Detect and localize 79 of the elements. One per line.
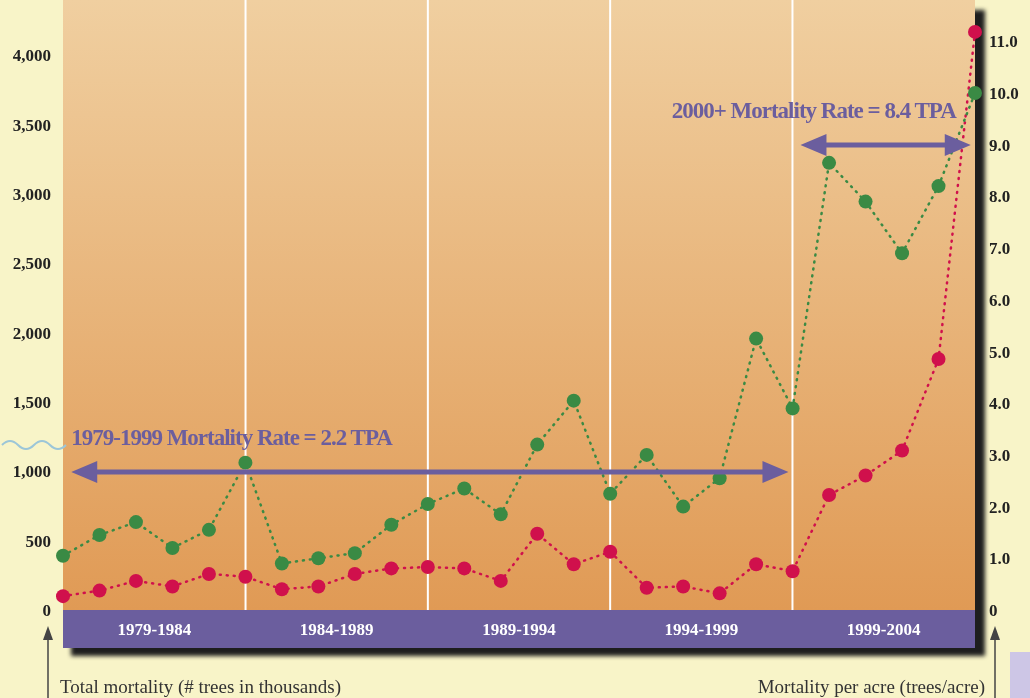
y2-tick-label: 8.0 xyxy=(989,187,1011,207)
y2-tick-label: 11.0 xyxy=(989,32,1018,52)
y-tick-label: 2,000 xyxy=(12,323,51,343)
point xyxy=(931,352,946,367)
y2-tick-label: 5.0 xyxy=(989,342,1011,362)
text: 1984-1989 xyxy=(299,620,374,639)
point xyxy=(56,548,70,563)
point xyxy=(56,589,70,604)
y2-tick-label: 4.0 xyxy=(989,394,1011,414)
y2-tick-label: 0 xyxy=(989,601,998,621)
point xyxy=(457,481,472,496)
y-tick-label: 1,500 xyxy=(12,393,51,413)
text: 1989-1994 xyxy=(482,620,557,639)
point xyxy=(676,579,691,594)
text: 1999-2004 xyxy=(846,620,921,639)
y-tick-label: 1,000 xyxy=(12,462,51,482)
point xyxy=(639,447,654,462)
y2-tick-label: 7.0 xyxy=(989,239,1011,259)
point xyxy=(457,561,472,576)
point xyxy=(931,179,946,194)
point xyxy=(858,194,873,209)
text: Mortality per acre (trees/acre) xyxy=(757,676,985,698)
point xyxy=(749,331,764,346)
point xyxy=(420,497,435,512)
point xyxy=(128,515,143,530)
point xyxy=(858,468,873,483)
y2-tick-label: 6.0 xyxy=(989,290,1011,310)
y2-tick-label: 1.0 xyxy=(989,549,1011,569)
point xyxy=(92,583,107,598)
point xyxy=(201,566,216,581)
point xyxy=(384,561,399,576)
text: Total mortality (# trees in thousands) xyxy=(60,676,341,698)
point xyxy=(785,564,800,579)
point xyxy=(238,455,253,470)
point xyxy=(895,246,910,261)
point xyxy=(895,443,910,458)
point xyxy=(347,566,362,581)
point xyxy=(493,573,508,588)
y2-tick-label: 9.0 xyxy=(989,135,1011,155)
point xyxy=(274,582,289,597)
point xyxy=(603,544,618,559)
point xyxy=(165,540,180,555)
point xyxy=(603,486,618,501)
y-tick-label: 3,000 xyxy=(12,185,51,205)
point xyxy=(566,393,581,408)
point xyxy=(785,401,800,416)
point xyxy=(968,86,982,101)
point xyxy=(384,517,399,532)
point xyxy=(530,437,545,452)
point xyxy=(749,557,764,572)
y-tick-label: 4,000 xyxy=(12,46,51,66)
y-tick-label: 2,500 xyxy=(12,254,51,274)
point xyxy=(92,528,107,543)
y2-tick-label: 3.0 xyxy=(989,445,1011,465)
point xyxy=(822,155,837,170)
point xyxy=(274,556,289,571)
y-tick-label: 500 xyxy=(25,531,51,551)
point xyxy=(311,551,326,566)
point xyxy=(128,573,143,588)
text: 1979-1984 xyxy=(117,620,192,639)
point xyxy=(311,579,326,594)
point xyxy=(639,580,654,595)
point xyxy=(712,586,727,601)
point xyxy=(201,522,216,537)
point xyxy=(347,546,362,561)
point xyxy=(420,560,435,575)
point xyxy=(530,526,545,541)
y2-tick-label: 10.0 xyxy=(989,84,1019,104)
point xyxy=(493,507,508,522)
point xyxy=(566,557,581,572)
point xyxy=(822,487,837,502)
point xyxy=(165,579,180,594)
y-tick-label: 0 xyxy=(42,601,51,621)
point xyxy=(968,24,982,39)
point xyxy=(238,569,253,584)
text: 1994-1999 xyxy=(664,620,739,639)
y-tick-label: 3,500 xyxy=(12,115,51,135)
point xyxy=(676,499,691,514)
y2-tick-label: 2.0 xyxy=(989,497,1011,517)
